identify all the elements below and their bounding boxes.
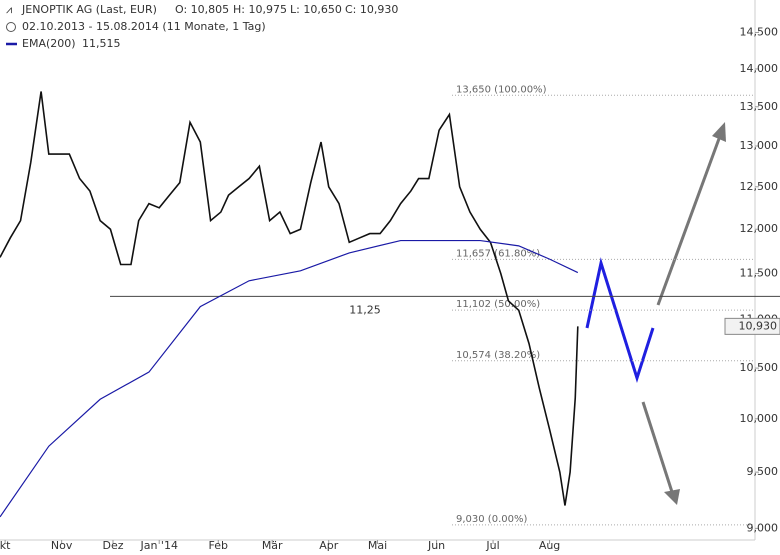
y-tick-label: 9,000 [747,521,779,534]
x-tick-label: Dez [102,539,123,552]
fib-label: 9,030 (0.00%) [456,514,527,525]
arrow-down [641,401,674,493]
ohlc-low: L: 10,650 [290,3,342,16]
arrow-up-head [712,122,726,142]
clock-icon [6,22,16,32]
fib-label: 13,650 (100.00%) [456,84,547,95]
y-tick-label: 9,500 [747,465,779,478]
fib-label: 11,657 (61.80%) [456,248,540,259]
x-tick-label: Nov [51,539,73,552]
x-tick-label: Mär [262,539,283,552]
y-tick-label: 14,500 [740,25,779,38]
x-tick-label: Mai [368,539,387,552]
ohlc-close: C: 10,930 [345,3,398,16]
x-tick-label: Jan '14 [139,539,177,552]
y-tick-label: 12,000 [740,222,779,235]
fib-label: 10,574 (38.20%) [456,350,540,361]
x-tick-label: Aug [539,539,560,552]
series-line [0,91,579,506]
y-tick-label: 13,000 [740,139,779,152]
projection [585,122,726,505]
chart-title: JENOPTIK AG (Last, EUR) [21,3,157,16]
subtitle: 02.10.2013 - 15.08.2014 (11 Monate, 1 Ta… [22,20,266,33]
last-price-label: 10,930 [739,319,778,332]
arrow-down-head [664,489,680,505]
ohlc-open: O: 10,805 [175,3,229,16]
arrow-up [656,135,722,306]
logo: ⩘ [6,3,12,16]
y-tick-label: 14,000 [740,62,779,75]
y-tick-label: 10,500 [740,361,779,374]
series-line [0,239,579,518]
y-tick-label: 13,500 [740,100,779,113]
last-price-tag [724,317,780,335]
support-label: 11,25 [349,303,381,316]
y-tick-label: 12,500 [740,180,779,193]
ohlc-high: H: 10,975 [233,3,287,16]
legend-value: 11,515 [82,37,121,50]
x-tick-label: kt [0,539,11,552]
x-tick-label: Feb [209,539,228,552]
x-tick-label: Jun [427,539,445,552]
x-tick-label: Apr [319,539,339,552]
x-tick-label: Jul [485,539,499,552]
y-tick-label: 10,000 [740,412,779,425]
legend-label: EMA(200) [22,37,76,50]
projection-zigzag [585,257,655,383]
fib-label: 11,102 (50.00%) [456,299,540,310]
y-tick-label: 11,500 [740,267,779,280]
